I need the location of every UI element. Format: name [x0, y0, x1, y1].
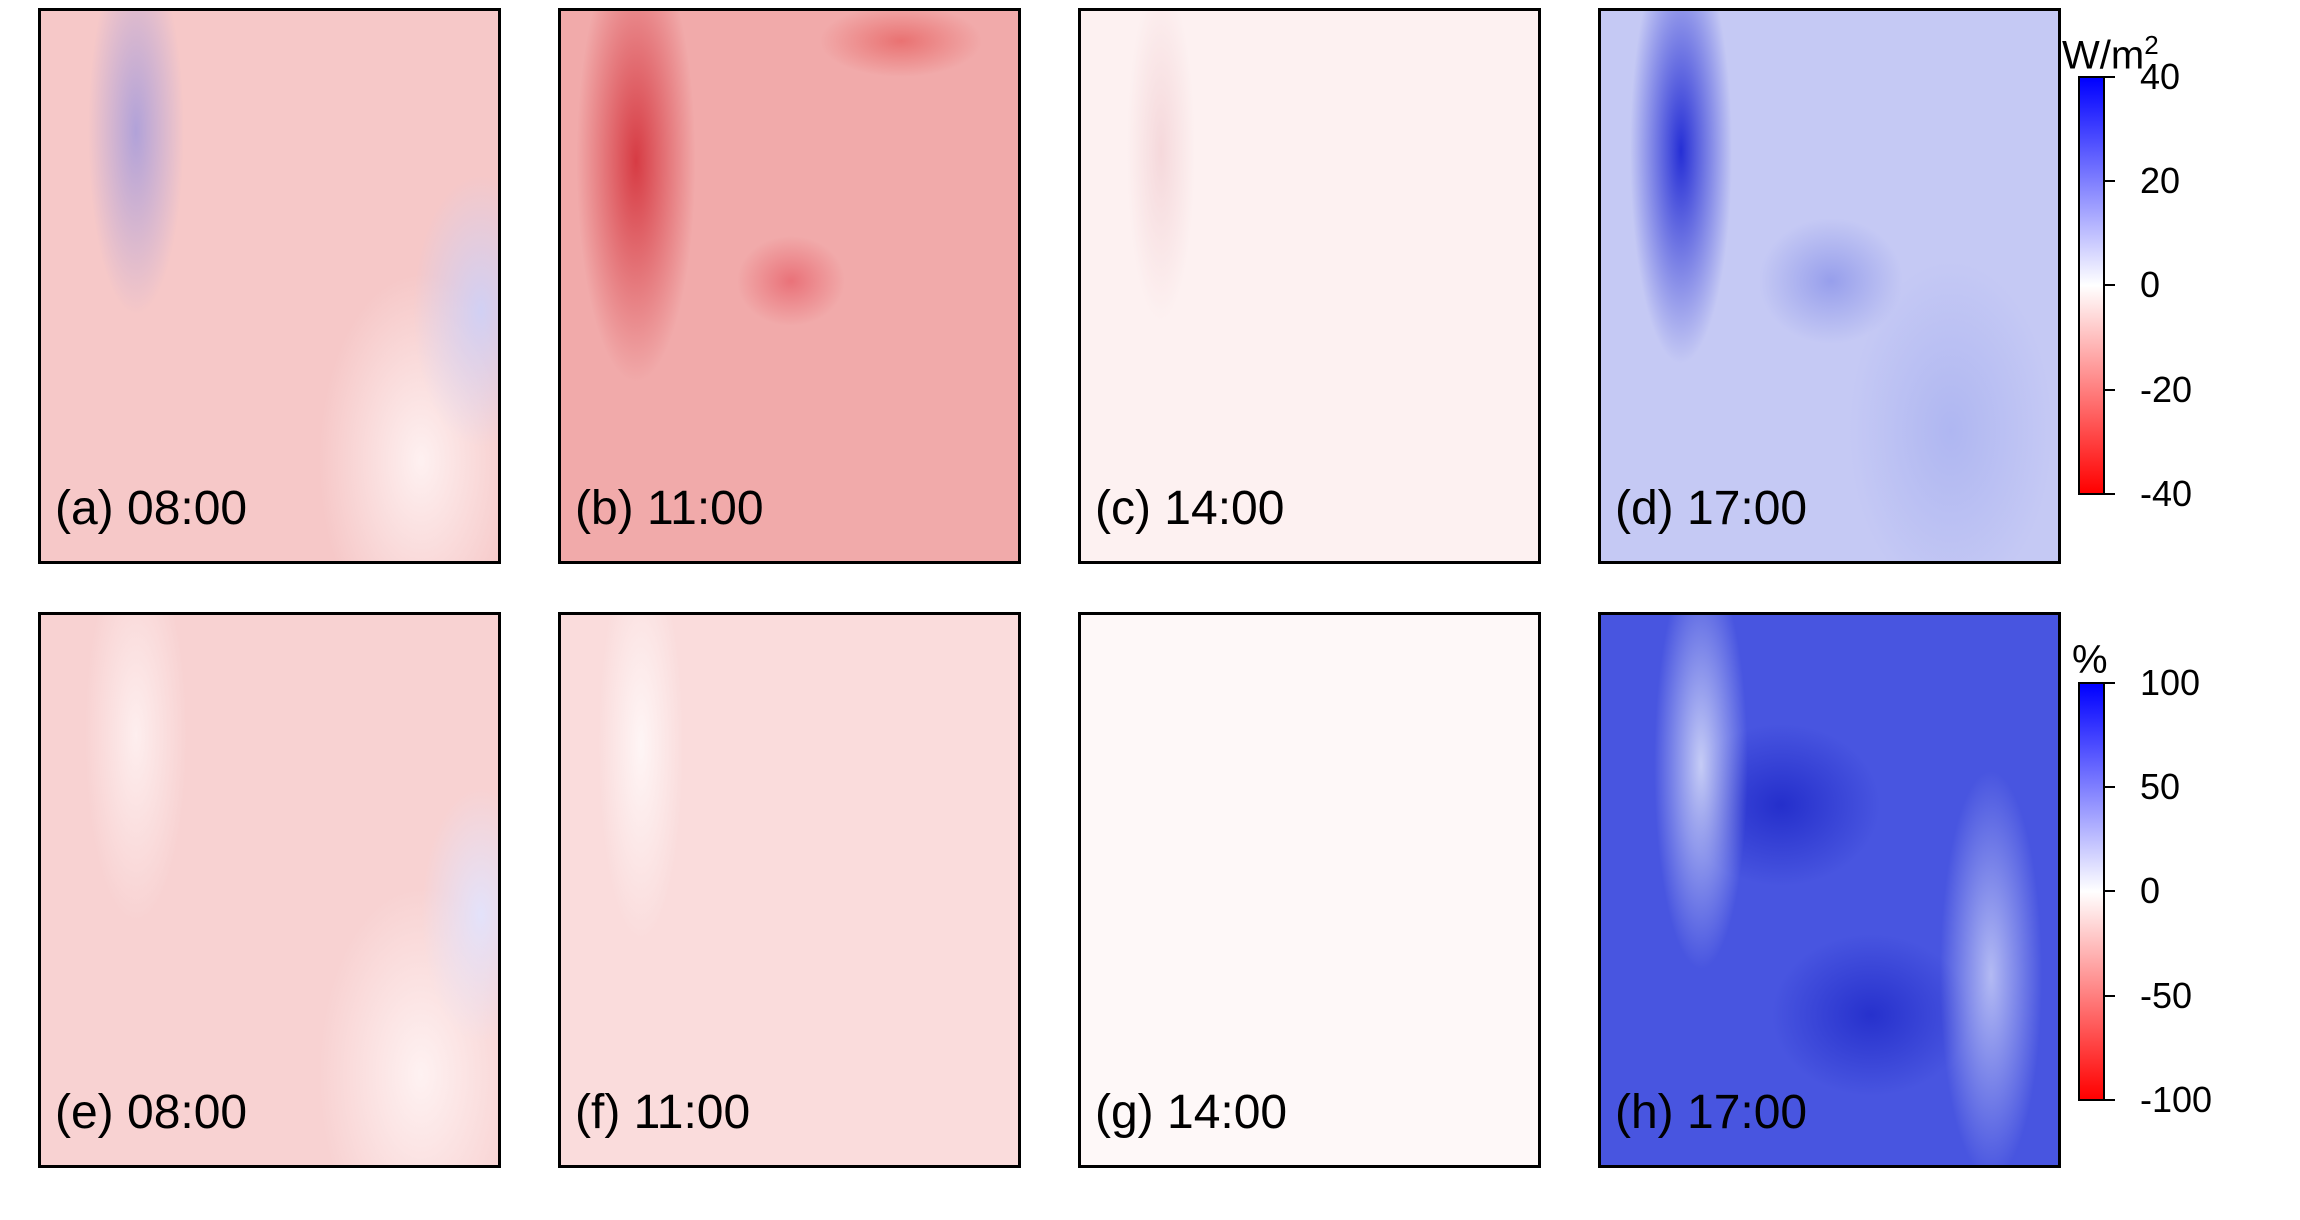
- colorbar-bottom: [2078, 682, 2105, 1101]
- colorbar-tick-label: -40: [2140, 473, 2193, 514]
- map-panel-a: (a) 08:00: [38, 8, 501, 564]
- colorbar-tick-label: 50: [2140, 766, 2181, 807]
- panel-label: (f) 11:00: [575, 1086, 751, 1139]
- panel-label: (g) 14:00: [1095, 1086, 1288, 1139]
- colorbar-tick-label: 0: [2140, 264, 2161, 305]
- colorbar-tick: [2103, 493, 2115, 495]
- colorbar-tick: [2103, 786, 2115, 788]
- colorbar-top: [2078, 76, 2105, 495]
- colorbar-tick-label: 20: [2140, 160, 2181, 201]
- panel-label: (a) 08:00: [55, 482, 248, 535]
- colorbar-tick: [2103, 995, 2115, 997]
- colorbar-unit-bottom: %: [2072, 638, 2108, 682]
- map-panel-f: (f) 11:00: [558, 612, 1021, 1168]
- map-panel-c: (c) 14:00: [1078, 8, 1541, 564]
- colorbar-tick-label: 40: [2140, 56, 2181, 97]
- colorbar-tick: [2103, 389, 2115, 391]
- colorbar-tick-label: 0: [2140, 870, 2161, 911]
- panel-label: (d) 17:00: [1615, 482, 1808, 535]
- panel-label: (e) 08:00: [55, 1086, 248, 1139]
- colorbar-tick: [2103, 284, 2115, 286]
- colorbar-tick: [2103, 1099, 2115, 1101]
- map-panel-e: (e) 08:00: [38, 612, 501, 1168]
- colorbar-unit-top: W/m2: [2062, 30, 2159, 78]
- map-panel-g: (g) 14:00: [1078, 612, 1541, 1168]
- colorbar-tick-label: -20: [2140, 369, 2193, 410]
- colorbar-tick: [2103, 76, 2115, 78]
- colorbar-tick-label: -100: [2140, 1079, 2213, 1120]
- panel-label: (b) 11:00: [575, 482, 764, 535]
- colorbar-tick-label: -50: [2140, 975, 2193, 1016]
- colorbar-tick: [2103, 890, 2115, 892]
- colorbar-tick: [2103, 180, 2115, 182]
- panel-label: (c) 14:00: [1095, 482, 1285, 535]
- colorbar-tick-label: 100: [2140, 662, 2201, 703]
- map-panel-b: (b) 11:00: [558, 8, 1021, 564]
- panel-label: (h) 17:00: [1615, 1086, 1808, 1139]
- map-panel-h: (h) 17:00: [1598, 612, 2061, 1168]
- map-panel-d: (d) 17:00: [1598, 8, 2061, 564]
- colorbar-tick: [2103, 682, 2115, 684]
